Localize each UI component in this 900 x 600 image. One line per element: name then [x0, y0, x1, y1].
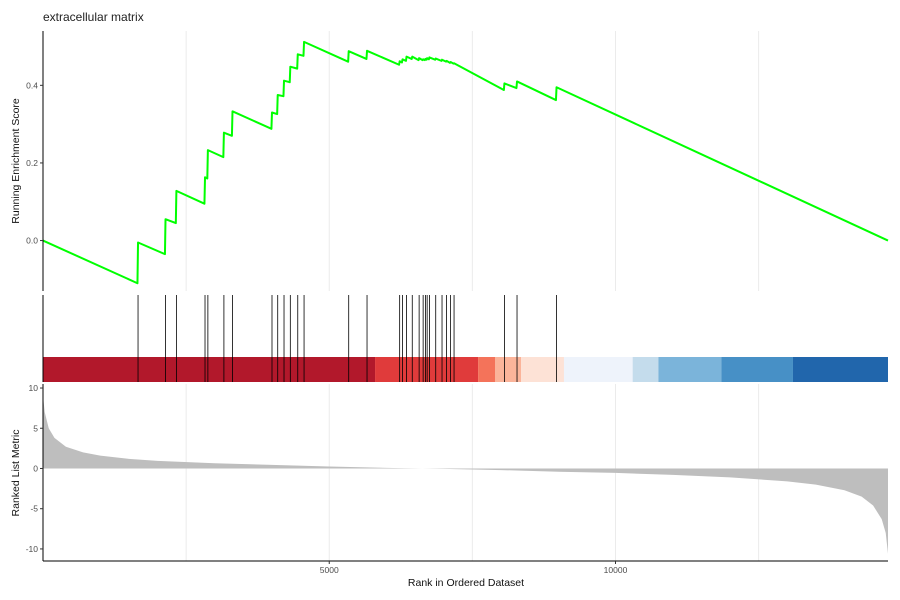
y-tick-label-running-score: 0.4: [26, 80, 38, 90]
y-tick-label-ranked-metric: -10: [26, 544, 39, 554]
x-axis-label: Rank in Ordered Dataset: [408, 577, 524, 589]
color-bar-segment: [375, 357, 479, 382]
y-tick-label-ranked-metric: 5: [33, 423, 38, 433]
y-tick-label-ranked-metric: -5: [30, 504, 38, 514]
ranked-metric-area: [43, 396, 888, 554]
y-axis-label-ranked-metric: Ranked List Metric: [10, 430, 22, 517]
y-tick-label-ranked-metric: 0: [33, 463, 38, 473]
axes: 0.0 0.2 0.4 10 5 0 -5 -10 5000 10000: [26, 31, 888, 575]
color-bar-segment: [632, 357, 659, 382]
y-axis-label-running-score: Running Enrichment Score: [10, 98, 22, 224]
color-bar-segment: [563, 357, 633, 382]
x-tick-label: 10000: [604, 565, 628, 575]
x-tick-label: 5000: [320, 565, 339, 575]
color-bar-segment: [521, 357, 564, 382]
running-enrichment-line: [42, 40, 889, 285]
y-tick-label-running-score: 0.2: [26, 158, 38, 168]
color-bar-segment: [43, 357, 376, 382]
color-bar-segment: [792, 357, 888, 382]
color-bar-segment: [658, 357, 722, 382]
color-bar-segment: [721, 357, 793, 382]
color-bar-segment: [478, 357, 496, 382]
y-tick-label-running-score: 0.0: [26, 236, 38, 246]
ranked-list-panel: [43, 396, 888, 554]
gene-hits-panel: [43, 295, 888, 382]
x-gridlines: [185, 31, 760, 561]
y-tick-label-ranked-metric: 10: [29, 383, 39, 393]
chart-title: extracellular matrix: [43, 10, 144, 24]
running-enrichment-panel: [42, 40, 889, 285]
